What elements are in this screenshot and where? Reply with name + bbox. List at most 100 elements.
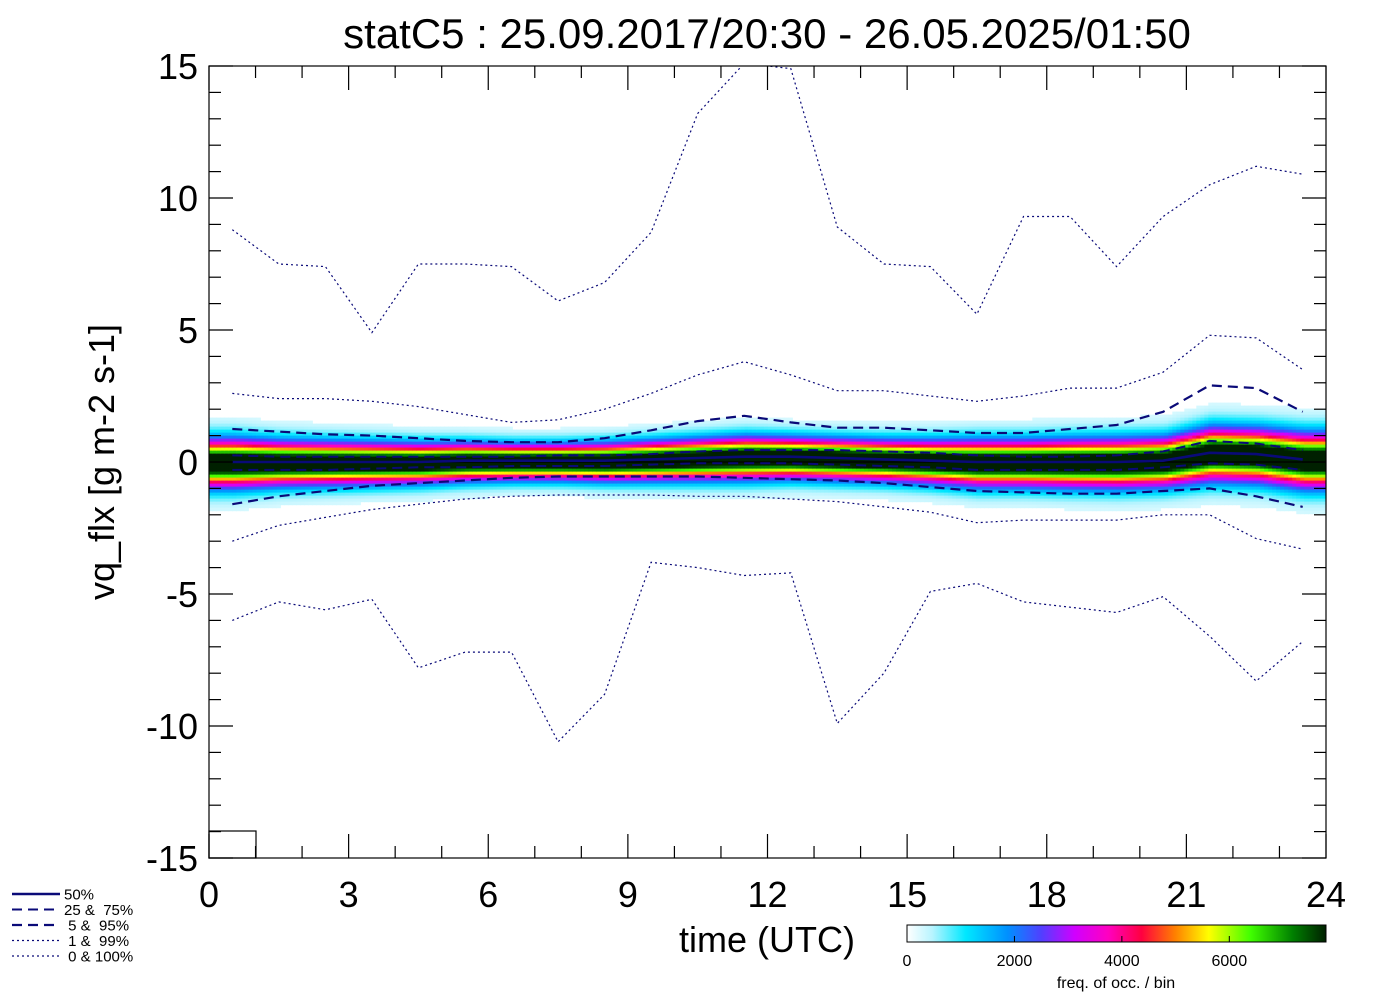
heatmap-cell [748,462,753,467]
heatmap-cell [288,462,293,467]
heatmap-cell [388,438,393,443]
heatmap-cell [472,429,477,434]
heatmap-cell [228,420,233,425]
heatmap-cell [964,447,969,452]
heatmap-cell [412,450,417,455]
heatmap-cell [576,486,581,491]
heatmap-cell [308,465,313,470]
heatmap-cell [544,438,549,443]
heatmap-cell [612,474,617,479]
heatmap-cell [548,468,553,473]
heatmap-cell [744,477,749,482]
heatmap-cell [320,426,325,431]
heatmap-cell [880,441,885,446]
heatmap-cell [844,438,849,443]
heatmap-cell [648,432,653,437]
heatmap-cell [848,468,853,473]
heatmap-cell [780,450,785,455]
heatmap-cell [796,471,801,476]
heatmap-cell [356,462,361,467]
heatmap-cell [692,453,697,458]
heatmap-cell [284,444,289,449]
heatmap-cell [840,474,845,479]
heatmap-cell [860,492,865,497]
heatmap-cell [584,483,589,488]
heatmap-cell [688,438,693,443]
heatmap-cell [712,429,717,434]
heatmap-cell [688,480,693,485]
heatmap-cell [652,450,657,455]
heatmap-cell [624,489,629,494]
heatmap-cell [356,495,361,500]
heatmap-cell [236,486,241,491]
heatmap-cell [972,498,977,503]
heatmap-cell [512,462,517,467]
heatmap-cell [612,483,617,488]
heatmap-cell [828,429,833,434]
heatmap-cell [416,444,421,449]
heatmap-cell [592,486,597,491]
heatmap-cell [364,468,369,473]
heatmap-cell [912,450,917,455]
heatmap-cell [852,444,857,449]
heatmap-cell [884,483,889,488]
heatmap-cell [724,450,729,455]
heatmap-cell [704,453,709,458]
heatmap-cell [364,447,369,452]
heatmap-cell [212,435,217,440]
heatmap-cell [812,444,817,449]
heatmap-cell [740,420,745,425]
heatmap-cell [880,444,885,449]
heatmap-cell [620,426,625,431]
heatmap-cell [756,423,761,428]
heatmap-cell [448,441,453,446]
heatmap-cell [388,462,393,467]
heatmap-cell [476,441,481,446]
heatmap-cell [496,456,501,461]
heatmap-cell [468,444,473,449]
heatmap-cell [272,474,277,479]
heatmap-cell [740,429,745,434]
heatmap-cell [500,486,505,491]
heatmap-cell [244,429,249,434]
heatmap-cell [300,489,305,494]
heatmap-cell [300,462,305,467]
heatmap-cell [784,474,789,479]
heatmap-cell [216,423,221,428]
heatmap-cell [752,432,757,437]
heatmap-cell [552,447,557,452]
heatmap-cell [296,420,301,425]
heatmap-cell [744,432,749,437]
heatmap-cell [396,498,401,503]
heatmap-cell [804,462,809,467]
heatmap-cell [432,447,437,452]
heatmap-cell [344,438,349,443]
heatmap-cell [592,456,597,461]
heatmap-cell [940,426,945,431]
heatmap-cell [748,489,753,494]
heatmap-cell [240,507,245,512]
heatmap-cell [948,456,953,461]
heatmap-cell [760,471,765,476]
heatmap-cell [708,471,713,476]
heatmap-cell [864,468,869,473]
heatmap-cell [452,426,457,431]
heatmap-cell [236,444,241,449]
heatmap-cell [292,450,297,455]
heatmap-cell [356,468,361,473]
heatmap-cell [832,444,837,449]
heatmap-cell [776,483,781,488]
heatmap-cell [468,486,473,491]
heatmap-cell [356,426,361,431]
heatmap-cell [576,438,581,443]
heatmap-cell [352,474,357,479]
heatmap-cell [388,498,393,503]
heatmap-cell [972,420,977,425]
heatmap-cell [416,462,421,467]
heatmap-cell [588,444,593,449]
heatmap-cell [416,468,421,473]
heatmap-cell [476,450,481,455]
heatmap-cell [716,468,721,473]
heatmap-cell [704,423,709,428]
heatmap-cell [796,441,801,446]
